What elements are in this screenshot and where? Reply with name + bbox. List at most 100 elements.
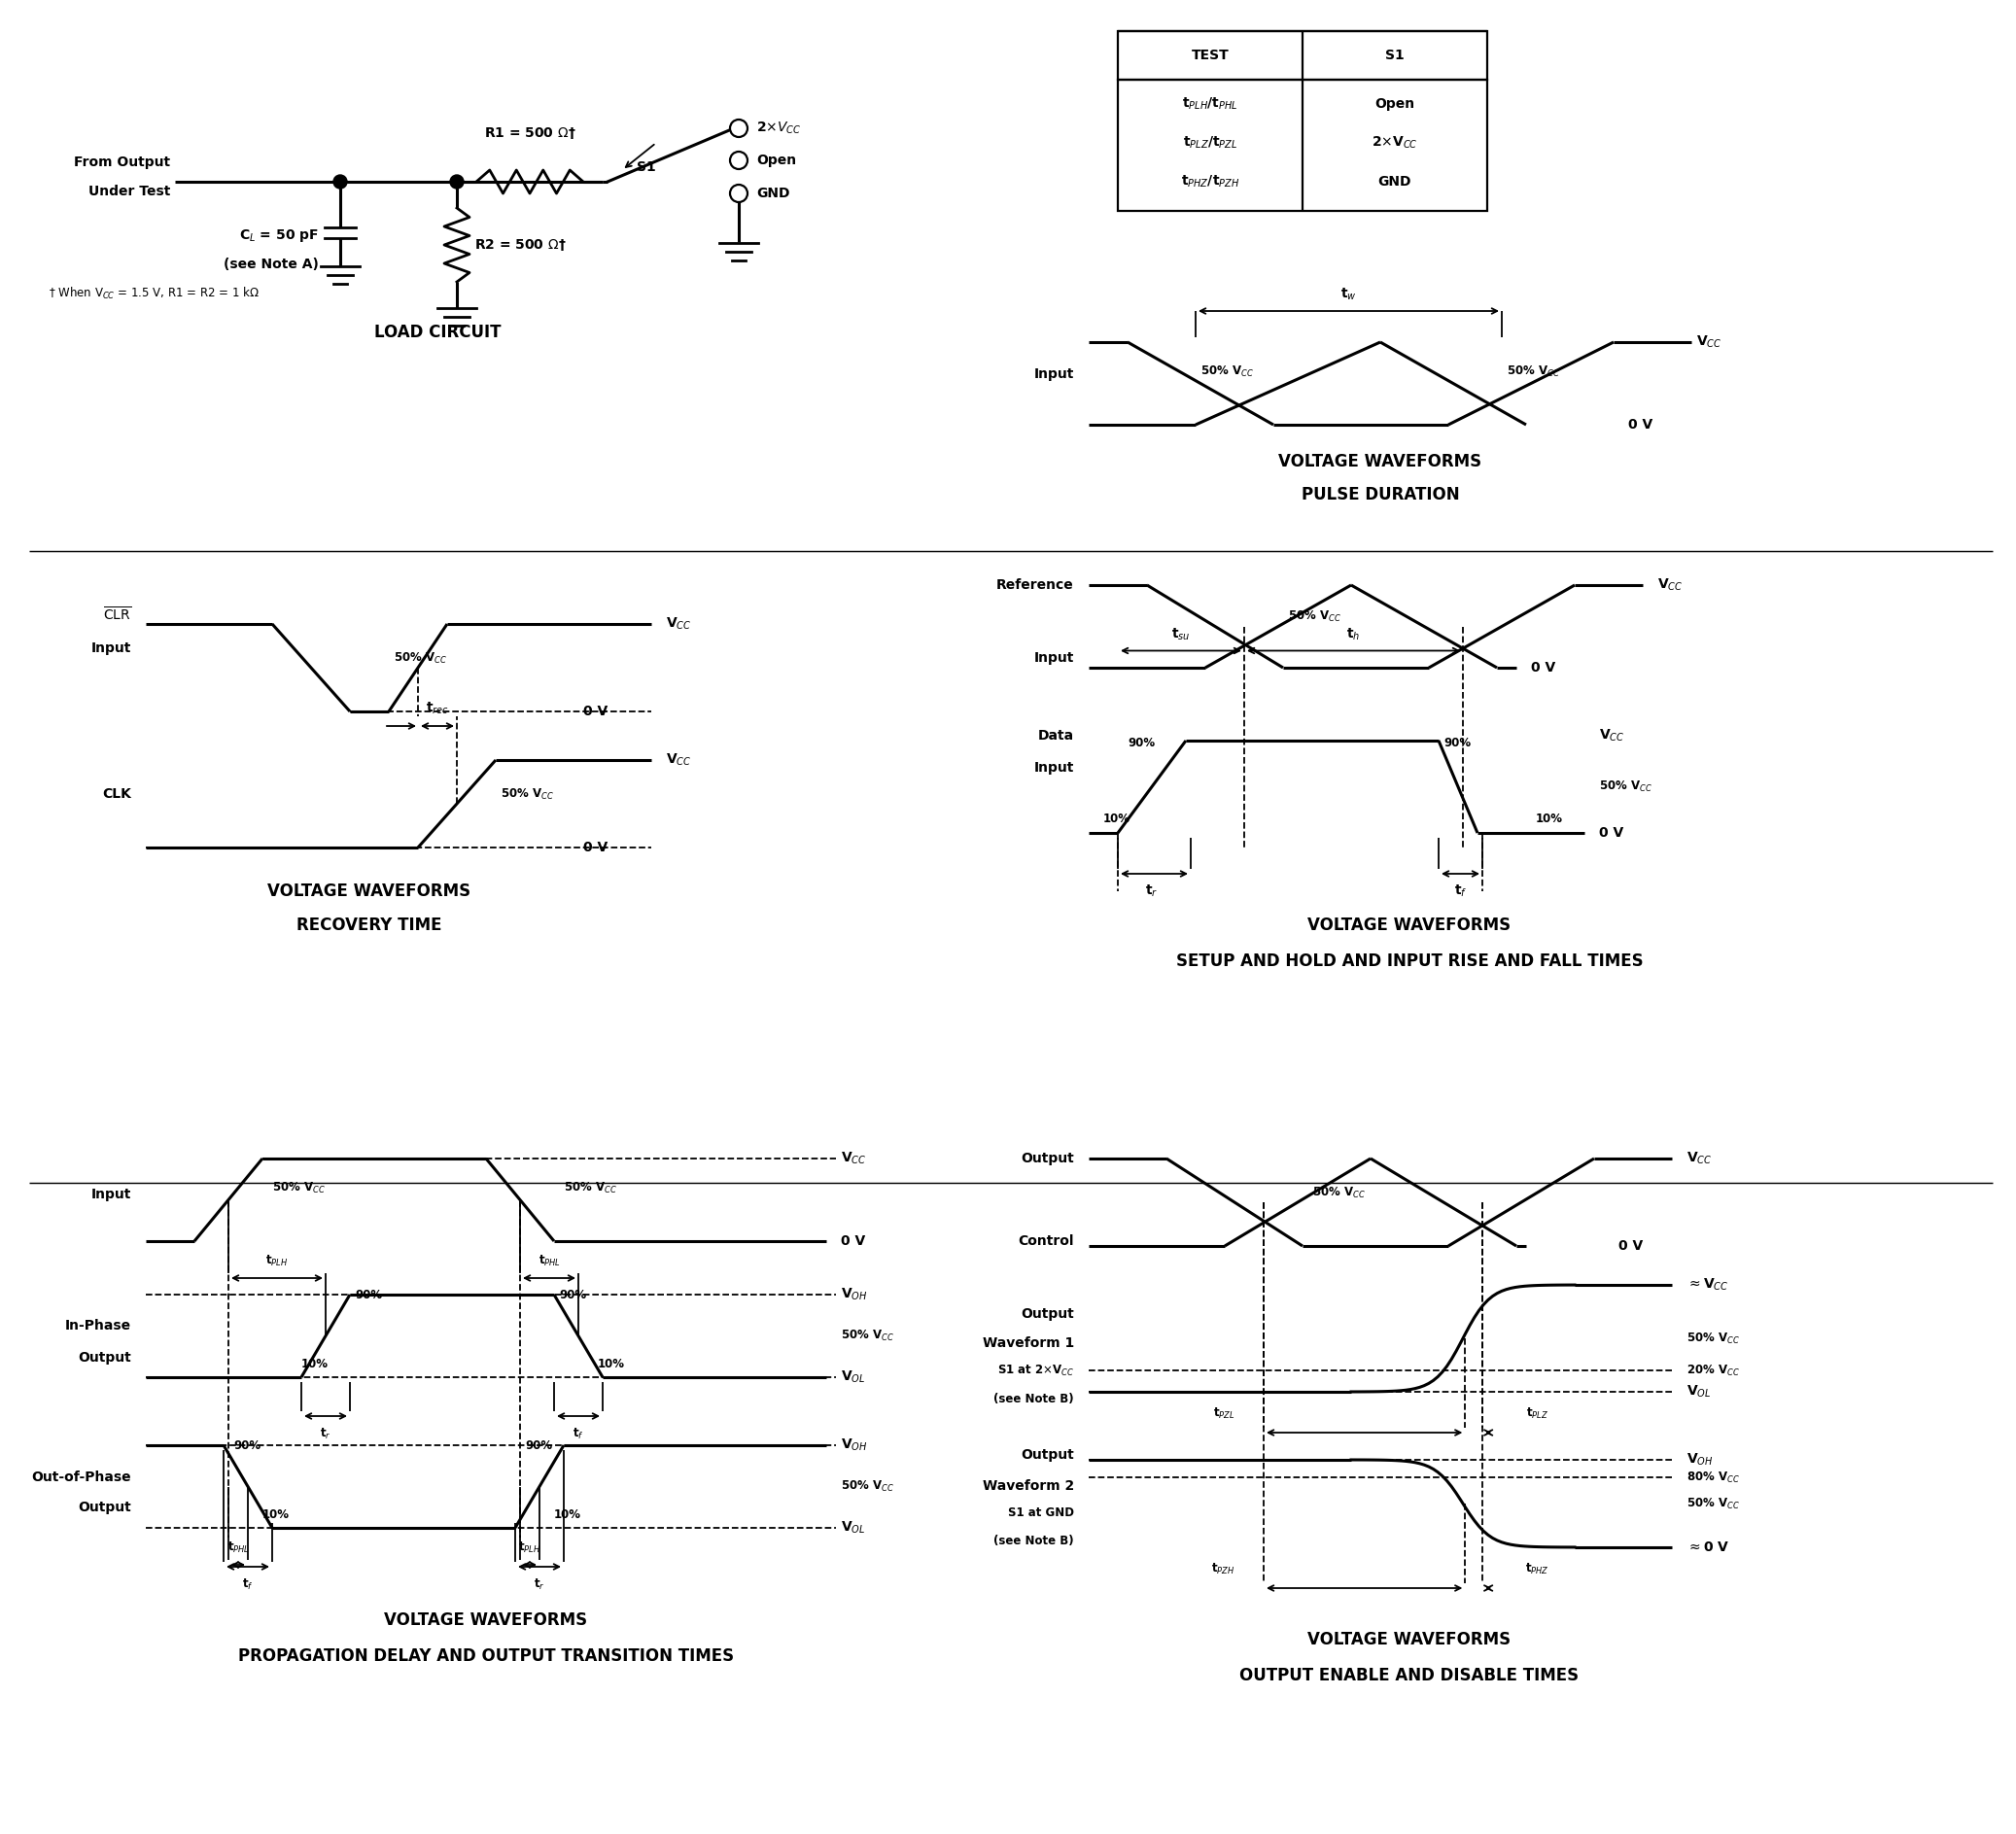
Text: V$_{CC}$: V$_{CC}$ (1687, 1150, 1712, 1166)
Text: 50% V$_{CC}$: 50% V$_{CC}$ (841, 1480, 895, 1495)
Text: 50% V$_{CC}$: 50% V$_{CC}$ (1312, 1185, 1365, 1199)
Text: Under Test: Under Test (89, 185, 169, 198)
Text: 50% V$_{CC}$: 50% V$_{CC}$ (564, 1181, 617, 1196)
Text: Output: Output (79, 1500, 131, 1515)
Text: 0 V: 0 V (1530, 660, 1556, 675)
Text: V$_{CC}$: V$_{CC}$ (665, 752, 691, 768)
Text: Waveform 1: Waveform 1 (982, 1337, 1075, 1350)
Text: 10%: 10% (1536, 812, 1562, 825)
Circle shape (730, 119, 748, 138)
Text: 90%: 90% (1127, 737, 1155, 750)
Text: 10%: 10% (599, 1357, 625, 1370)
Text: 0 V: 0 V (583, 704, 607, 719)
Text: TEST: TEST (1191, 48, 1230, 62)
Text: Open: Open (756, 154, 796, 167)
Text: Output: Output (1020, 1308, 1075, 1320)
Text: Input: Input (1034, 761, 1075, 774)
Text: t$_{PLZ}$: t$_{PLZ}$ (1526, 1407, 1548, 1421)
Text: From Output: From Output (75, 156, 169, 169)
Text: Open: Open (1375, 97, 1415, 110)
Text: Control: Control (1018, 1234, 1075, 1247)
Text: t$_f$: t$_f$ (242, 1577, 254, 1592)
Text: 10%: 10% (300, 1357, 329, 1370)
Text: VOLTAGE WAVEFORMS: VOLTAGE WAVEFORMS (1308, 1630, 1512, 1649)
Bar (1117, 31, 1488, 79)
Text: V$_{CC}$: V$_{CC}$ (1695, 334, 1722, 350)
Text: 50% V$_{CC}$: 50% V$_{CC}$ (1687, 1331, 1740, 1346)
Text: V$_{OH}$: V$_{OH}$ (1687, 1453, 1714, 1467)
Bar (1117, 79, 1488, 211)
Text: PULSE DURATION: PULSE DURATION (1300, 486, 1460, 504)
Text: 10%: 10% (1103, 812, 1131, 825)
Text: t$_h$: t$_h$ (1347, 625, 1361, 642)
Text: R1 = 500 $\Omega$†: R1 = 500 $\Omega$† (484, 125, 577, 141)
Text: Output: Output (1020, 1152, 1075, 1165)
Text: V$_{OH}$: V$_{OH}$ (841, 1438, 867, 1453)
Text: 50% V$_{CC}$: 50% V$_{CC}$ (1288, 609, 1341, 624)
Text: t$_{PZL}$: t$_{PZL}$ (1214, 1407, 1234, 1421)
Text: GND: GND (1379, 174, 1411, 189)
Text: Input: Input (1034, 367, 1075, 380)
Text: V$_{CC}$: V$_{CC}$ (1599, 728, 1625, 745)
Text: $\overline{\mathrm{CLR}}$: $\overline{\mathrm{CLR}}$ (103, 605, 131, 624)
Text: 50% V$_{CC}$: 50% V$_{CC}$ (1687, 1497, 1740, 1511)
Text: 50% V$_{CC}$: 50% V$_{CC}$ (1506, 365, 1560, 380)
Text: t$_{PHZ}$: t$_{PHZ}$ (1524, 1561, 1548, 1575)
Text: 50% V$_{CC}$: 50% V$_{CC}$ (1599, 779, 1653, 794)
Text: V$_{OL}$: V$_{OL}$ (841, 1370, 865, 1385)
Text: t$_{PLH}$: t$_{PLH}$ (266, 1253, 288, 1267)
Text: t$_{PHZ}$/t$_{PZH}$: t$_{PHZ}$/t$_{PZH}$ (1181, 174, 1240, 189)
Text: † When V$_{CC}$ = 1.5 V, R1 = R2 = 1 k$\Omega$: † When V$_{CC}$ = 1.5 V, R1 = R2 = 1 k$\… (48, 286, 260, 301)
Text: t$_{PLZ}$/t$_{PZL}$: t$_{PLZ}$/t$_{PZL}$ (1183, 136, 1238, 150)
Text: 0 V: 0 V (1599, 825, 1623, 840)
Text: 90%: 90% (558, 1289, 587, 1302)
Text: t$_{PLH}$/t$_{PHL}$: t$_{PLH}$/t$_{PHL}$ (1181, 95, 1238, 112)
Text: 0 V: 0 V (841, 1234, 865, 1247)
Text: GND: GND (756, 187, 790, 200)
Text: SETUP AND HOLD AND INPUT RISE AND FALL TIMES: SETUP AND HOLD AND INPUT RISE AND FALL T… (1175, 952, 1643, 970)
Text: t$_f$: t$_f$ (573, 1427, 585, 1442)
Text: RECOVERY TIME: RECOVERY TIME (296, 917, 442, 934)
Text: R2 = 500 $\Omega$†: R2 = 500 $\Omega$† (474, 237, 566, 253)
Text: (see Note B): (see Note B) (994, 1535, 1075, 1546)
Text: LOAD CIRCUIT: LOAD CIRCUIT (375, 323, 500, 341)
Text: 90%: 90% (234, 1440, 260, 1453)
Text: 50% V$_{CC}$: 50% V$_{CC}$ (272, 1181, 325, 1196)
Text: In-Phase: In-Phase (65, 1319, 131, 1333)
Text: 90%: 90% (524, 1440, 552, 1453)
Text: Reference: Reference (996, 578, 1075, 592)
Text: t$_{rec}$: t$_{rec}$ (425, 701, 450, 717)
Text: V$_{OL}$: V$_{OL}$ (841, 1520, 865, 1535)
Text: 10%: 10% (262, 1508, 290, 1520)
Text: Input: Input (91, 1188, 131, 1201)
Text: C$_L$ = 50 pF: C$_L$ = 50 pF (240, 227, 319, 244)
Text: VOLTAGE WAVEFORMS: VOLTAGE WAVEFORMS (268, 882, 472, 900)
Text: t$_{PLH}$: t$_{PLH}$ (518, 1541, 540, 1555)
Text: 90%: 90% (355, 1289, 383, 1302)
Text: 20% V$_{CC}$: 20% V$_{CC}$ (1687, 1363, 1740, 1377)
Text: Out-of-Phase: Out-of-Phase (32, 1471, 131, 1484)
Text: t$_{su}$: t$_{su}$ (1171, 625, 1191, 642)
Text: V$_{CC}$: V$_{CC}$ (841, 1150, 867, 1166)
Circle shape (730, 185, 748, 202)
Text: V$_{CC}$: V$_{CC}$ (1657, 578, 1683, 592)
Text: PROPAGATION DELAY AND OUTPUT TRANSITION TIMES: PROPAGATION DELAY AND OUTPUT TRANSITION … (238, 1647, 734, 1665)
Circle shape (730, 152, 748, 169)
Text: VOLTAGE WAVEFORMS: VOLTAGE WAVEFORMS (1278, 453, 1482, 470)
Text: $\approx$V$_{CC}$: $\approx$V$_{CC}$ (1687, 1276, 1730, 1293)
Text: Output: Output (1020, 1449, 1075, 1462)
Text: 50% V$_{CC}$: 50% V$_{CC}$ (393, 651, 448, 666)
Text: V$_{OL}$: V$_{OL}$ (1687, 1385, 1712, 1399)
Text: $\approx$0 V: $\approx$0 V (1687, 1541, 1730, 1553)
Text: Data: Data (1038, 728, 1075, 743)
Circle shape (450, 174, 464, 189)
Text: t$_f$: t$_f$ (1454, 884, 1468, 899)
Text: Waveform 2: Waveform 2 (982, 1480, 1075, 1493)
Circle shape (333, 174, 347, 189)
Text: (see Note A): (see Note A) (224, 257, 319, 271)
Text: VOLTAGE WAVEFORMS: VOLTAGE WAVEFORMS (385, 1612, 587, 1629)
Text: 0 V: 0 V (583, 840, 607, 855)
Text: VOLTAGE WAVEFORMS: VOLTAGE WAVEFORMS (1308, 917, 1512, 934)
Text: t$_r$: t$_r$ (1145, 884, 1159, 899)
Text: S1: S1 (1385, 48, 1405, 62)
